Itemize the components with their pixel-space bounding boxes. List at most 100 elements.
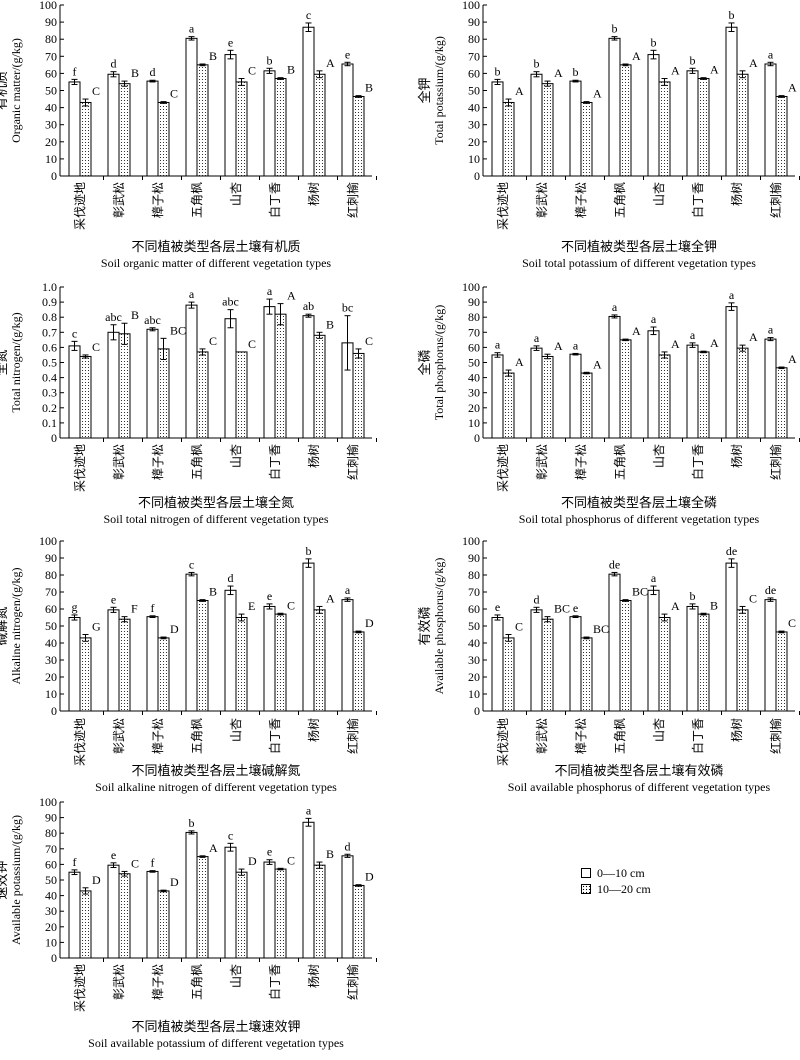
bar-subsurface <box>352 95 365 177</box>
y-tick-label: 0 <box>474 169 480 183</box>
significance-letter: b <box>690 53 696 67</box>
significance-letter: b <box>306 544 312 558</box>
significance-letter: b <box>495 64 501 78</box>
significance-letter: A <box>710 63 719 77</box>
x-tick-label: 樟子松 <box>573 444 588 480</box>
x-tick-label: 杨树 <box>306 444 321 468</box>
x-tick-label: 五角枫 <box>189 964 204 1000</box>
significance-letter: a <box>189 22 195 36</box>
y-tick-label: 10 <box>45 687 57 701</box>
bar-subsurface <box>313 334 326 439</box>
x-tick-label: 山杏 <box>652 182 666 206</box>
significance-letter: a <box>189 287 195 301</box>
bar-surface <box>107 609 120 712</box>
y-tick-label: 40 <box>45 101 57 115</box>
significance-letter: C <box>287 853 295 867</box>
significance-letter: A <box>710 336 719 350</box>
significance-letter: abc <box>105 310 122 324</box>
y-tick-label: 0.1 <box>42 416 57 430</box>
significance-letter: A <box>671 64 680 78</box>
significance-letter: B <box>131 308 139 322</box>
bar-surface <box>68 871 81 959</box>
significance-letter: A <box>515 355 524 369</box>
bar-surface <box>764 338 777 439</box>
bar-surface <box>302 821 315 959</box>
significance-letter: e <box>495 600 500 614</box>
bar-surface <box>569 616 582 712</box>
y-tick-label: 100 <box>462 0 480 12</box>
y-tick-label: 40 <box>45 636 57 650</box>
bar-surface <box>263 70 276 177</box>
significance-letter: b <box>573 65 579 79</box>
x-tick-label: 彰武松 <box>111 182 126 218</box>
bar-surface <box>302 315 315 439</box>
significance-letter: BC <box>554 602 570 616</box>
x-tick-label: 五角枫 <box>189 718 204 754</box>
caption-cn: 不同植被类型各层土壤有效磷 <box>554 763 723 778</box>
significance-letter: e <box>573 601 578 615</box>
significance-letter: C <box>248 337 256 351</box>
significance-letter: e <box>267 845 272 859</box>
significance-letter: a <box>495 338 501 352</box>
y-tick-label: 20 <box>468 401 480 415</box>
bar-surface <box>185 831 198 959</box>
bar-surface <box>491 617 504 712</box>
y-axis-label-cn: 有效磷 <box>417 606 432 645</box>
bar-subsurface <box>235 81 248 177</box>
x-tick-label: 樟子松 <box>150 964 165 1000</box>
bar-subsurface <box>541 618 554 712</box>
significance-letter: A <box>554 66 563 80</box>
y-axis-label-en: Total potassium/(g/kg) <box>432 36 446 145</box>
x-tick-label: 樟子松 <box>150 182 165 218</box>
bar-subsurface <box>313 609 326 712</box>
significance-letter: C <box>365 334 373 348</box>
significance-letter: d <box>111 57 117 71</box>
bar-subsurface <box>775 631 788 712</box>
significance-letter: c <box>189 557 194 571</box>
y-axis-label-cn: 全氮 <box>0 349 9 375</box>
y-tick-label: 50 <box>468 619 480 633</box>
significance-letter: d <box>150 65 156 79</box>
y-tick-label: 80 <box>468 568 480 582</box>
x-tick-label: 红刺榆 <box>345 718 360 754</box>
significance-letter: bc <box>342 301 353 315</box>
bar-surface <box>530 609 543 712</box>
x-tick-label: 樟子松 <box>573 182 588 218</box>
x-tick-label: 红刺榆 <box>345 964 360 1000</box>
bar-subsurface <box>79 890 92 959</box>
significance-letter: C <box>287 598 295 612</box>
y-tick-label: 70 <box>45 49 57 63</box>
significance-letter: f <box>151 856 155 870</box>
significance-letter: abc <box>222 295 239 309</box>
bar-surface <box>263 306 276 439</box>
bar-subsurface <box>541 83 554 177</box>
bar-surface <box>224 54 237 177</box>
y-tick-label: 80 <box>468 310 480 324</box>
bar-subsurface <box>235 871 248 959</box>
significance-letter: A <box>632 324 641 338</box>
significance-letter: A <box>788 352 797 366</box>
bar-subsurface <box>157 890 170 959</box>
caption-en: Soil total phosphorus of different veget… <box>519 512 760 526</box>
y-tick-label: 100 <box>462 280 480 294</box>
bar-surface <box>491 81 504 177</box>
y-tick-label: 20 <box>45 920 57 934</box>
y-tick-label: 0 <box>51 169 57 183</box>
significance-letter: e <box>111 848 116 862</box>
bar-subsurface <box>697 351 710 439</box>
bar-surface <box>764 599 777 712</box>
significance-letter: BC <box>170 323 186 337</box>
x-tick-label: 红刺榆 <box>768 444 783 480</box>
bar-surface <box>302 562 315 712</box>
y-tick-label: 0.6 <box>42 340 57 354</box>
x-tick-label: 杨树 <box>729 444 744 468</box>
significance-letter: B <box>209 585 217 599</box>
x-tick-label: 樟子松 <box>573 718 588 754</box>
bar-surface <box>263 605 276 712</box>
significance-letter: BC <box>632 585 648 599</box>
legend-label-10-20cm: 10—20 cm <box>597 882 651 896</box>
y-tick-label: 0.7 <box>42 325 57 339</box>
y-tick-label: 70 <box>468 585 480 599</box>
bar-surface <box>764 63 777 177</box>
